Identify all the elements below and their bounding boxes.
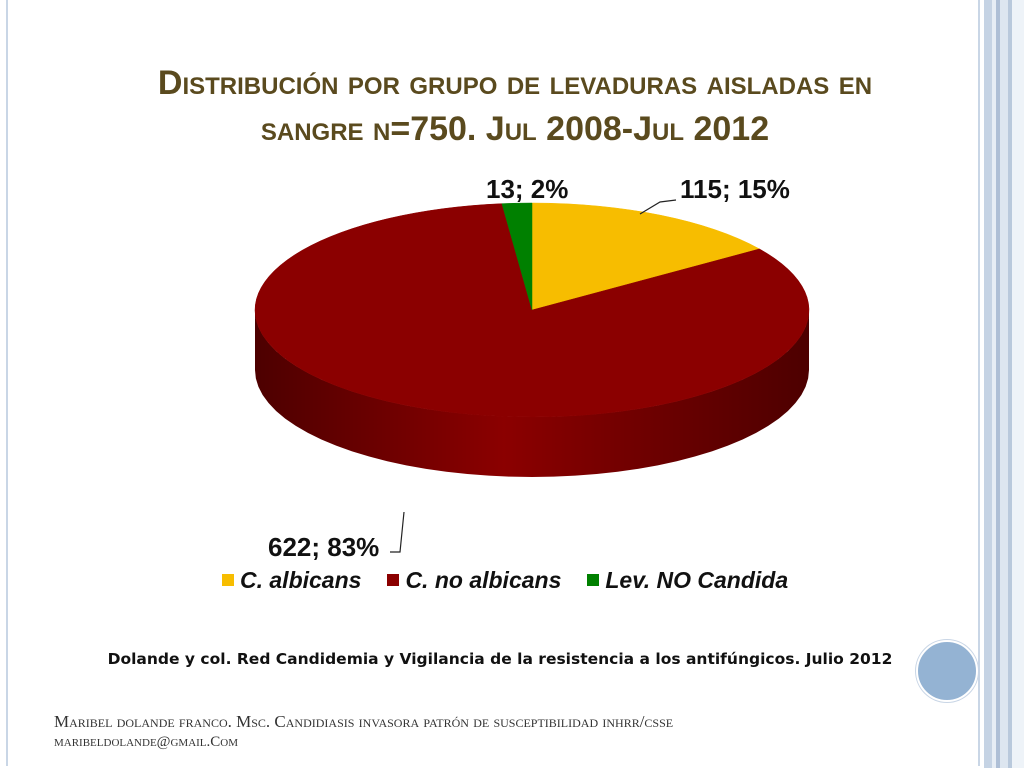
- pie-side-walls: [255, 310, 809, 477]
- legend-label-c-albicans: C. albicans: [240, 566, 362, 593]
- legend-item-c-no-albicans: C. no albicans: [387, 567, 561, 594]
- leader-line-c-no-albicans: [390, 511, 405, 553]
- legend-swatch-c-albicans: [222, 574, 234, 586]
- data-label-lev-no-candida: 13; 2%: [486, 174, 568, 204]
- legend-swatch-c-no-albicans: [387, 574, 400, 586]
- source-citation: Dolande y col. Red Candidemia y Vigilanc…: [107, 650, 893, 668]
- pie-side-c-no-albicans: [255, 310, 809, 477]
- legend-item-c-albicans: C. albicans: [222, 567, 361, 594]
- chart-legend: C. albicans C. no albicans Lev. NO Candi…: [222, 565, 788, 595]
- footer-author-line: Maribel dolande franco. Msc. Candidiasis…: [54, 712, 674, 731]
- slide-title-line2: sangre n=750. Jul 2008-Jul 2012: [260, 110, 770, 148]
- pie-slice-c-albicans: [531, 202, 761, 311]
- data-label-c-albicans: 115; 15%: [680, 174, 790, 204]
- pie-slice-c-no-albicans: [254, 203, 810, 418]
- pie-slice-lev-no-candida: [501, 202, 533, 311]
- slide-footer: Maribel dolande franco. Msc. Candidiasis…: [54, 712, 934, 752]
- leader-line-c-albicans: [639, 199, 677, 215]
- slide-title-line1: Distribución por grupo de levaduras aisl…: [157, 64, 873, 102]
- side-stripes-decoration: [980, 0, 1024, 768]
- slide-title: Distribución por grupo de levaduras aisl…: [100, 60, 930, 152]
- circle-decoration: [916, 640, 978, 702]
- legend-swatch-lev-no-candida: [587, 574, 600, 586]
- legend-label-c-no-albicans: C. no albicans: [405, 566, 562, 593]
- legend-label-lev-no-candida: Lev. NO Candida: [605, 566, 789, 593]
- slide-frame: [6, 0, 980, 766]
- legend-item-lev-no-candida: Lev. NO Candida: [587, 567, 788, 594]
- data-label-c-no-albicans: 622; 83%: [268, 532, 379, 562]
- footer-email: maribeldolande@gmail.Com: [54, 734, 239, 750]
